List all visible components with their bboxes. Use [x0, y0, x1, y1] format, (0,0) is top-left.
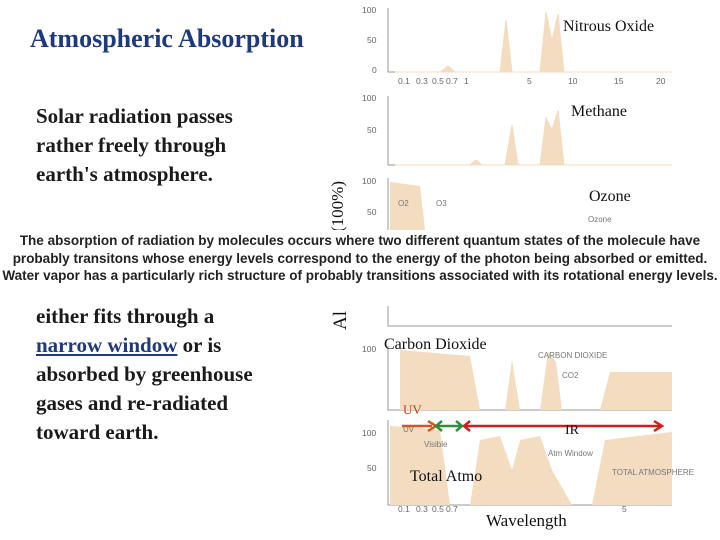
tick-50-a: 50 — [367, 35, 377, 45]
total-axes — [387, 420, 672, 506]
tick-x-20: 20 — [656, 76, 666, 86]
tick-x-0.1-b: 0.1 — [398, 504, 410, 514]
total-spectrum — [390, 426, 672, 505]
ozone-spectrum — [390, 182, 425, 230]
tick-100-d: 100 — [362, 344, 376, 354]
nitrous-oxide-label: Nitrous Oxide — [563, 18, 655, 35]
carbon-dioxide-panel-label: Carbon Dioxide — [384, 336, 487, 353]
tick-x-0.5-b: 0.5 — [432, 504, 444, 514]
uv-faint-label: UV — [403, 425, 415, 434]
o2-label: O2 — [398, 199, 409, 208]
tick-x-1: 1 — [464, 76, 469, 86]
tick-x-10: 10 — [568, 76, 578, 86]
ir-arrowheads — [462, 419, 665, 433]
visible-label: Visible — [424, 440, 448, 449]
carbon-dioxide-label: CARBON DIOXIDE — [538, 351, 607, 360]
carbon-spectrum — [400, 350, 672, 410]
ir-label: IR — [565, 423, 579, 438]
tick-x-5: 5 — [527, 76, 532, 86]
tick-50-c: 50 — [367, 207, 377, 217]
tick-100-e: 100 — [362, 428, 376, 438]
o3-label: O3 — [436, 199, 447, 208]
visible-arrowheads — [434, 420, 464, 432]
ozone-small-label: Ozone — [588, 215, 612, 224]
methane-axes — [387, 96, 672, 166]
tick-x-0.3: 0.3 — [416, 76, 428, 86]
ozone-axes — [387, 178, 672, 327]
tick-100-a: 100 — [362, 5, 376, 15]
wavelength-label: Wavelength — [486, 511, 567, 530]
absorption-text-start: either fits through a — [36, 304, 215, 328]
total-atmosphere-label: TOTAL ATMOSPHERE — [612, 468, 694, 477]
nitrous-spectrum — [395, 11, 672, 73]
uv-label: UV — [403, 402, 422, 417]
tick-50-b: 50 — [367, 125, 377, 135]
tick-x-0.3-b: 0.3 — [416, 504, 428, 514]
methane-spectrum — [395, 109, 672, 166]
tick-0-a: 0 — [372, 65, 377, 75]
tick-x-0.5: 0.5 — [432, 76, 444, 86]
absorption-explanation-popup: The absorption of radiation by molecules… — [0, 230, 720, 306]
methane-label: Methane — [571, 103, 627, 120]
absorption-text-end: or is absorbed by greenhouse gases and r… — [36, 333, 253, 444]
solar-radiation-text: Solar radiation passes rather freely thr… — [36, 104, 233, 186]
tick-100-b: 100 — [362, 93, 376, 103]
absorption-text: either fits through a narrow window or i… — [36, 302, 276, 447]
tick-x-0.7-b: 0.7 — [446, 504, 458, 514]
slide-title: Atmospheric Absorption — [30, 24, 304, 53]
ozone-label: Ozone — [589, 188, 631, 205]
carbon-axes — [387, 346, 672, 411]
total-atmo-label: Total Atmo — [410, 468, 483, 485]
tick-100-c: 100 — [362, 176, 376, 186]
tick-x-0.1: 0.1 — [398, 76, 410, 86]
atm-window-label: Atm Window — [548, 449, 593, 458]
tick-x-0.7: 0.7 — [446, 76, 458, 86]
tick-x-15: 15 — [614, 76, 624, 86]
y-axis-fragment: Al — [330, 311, 351, 330]
co2-label: CO2 — [562, 371, 579, 380]
narrow-window-link[interactable]: narrow window — [36, 333, 178, 357]
tick-x-5-b: 5 — [622, 504, 627, 514]
tick-50-e: 50 — [367, 463, 377, 473]
y-axis-label: (100%) — [328, 181, 347, 232]
